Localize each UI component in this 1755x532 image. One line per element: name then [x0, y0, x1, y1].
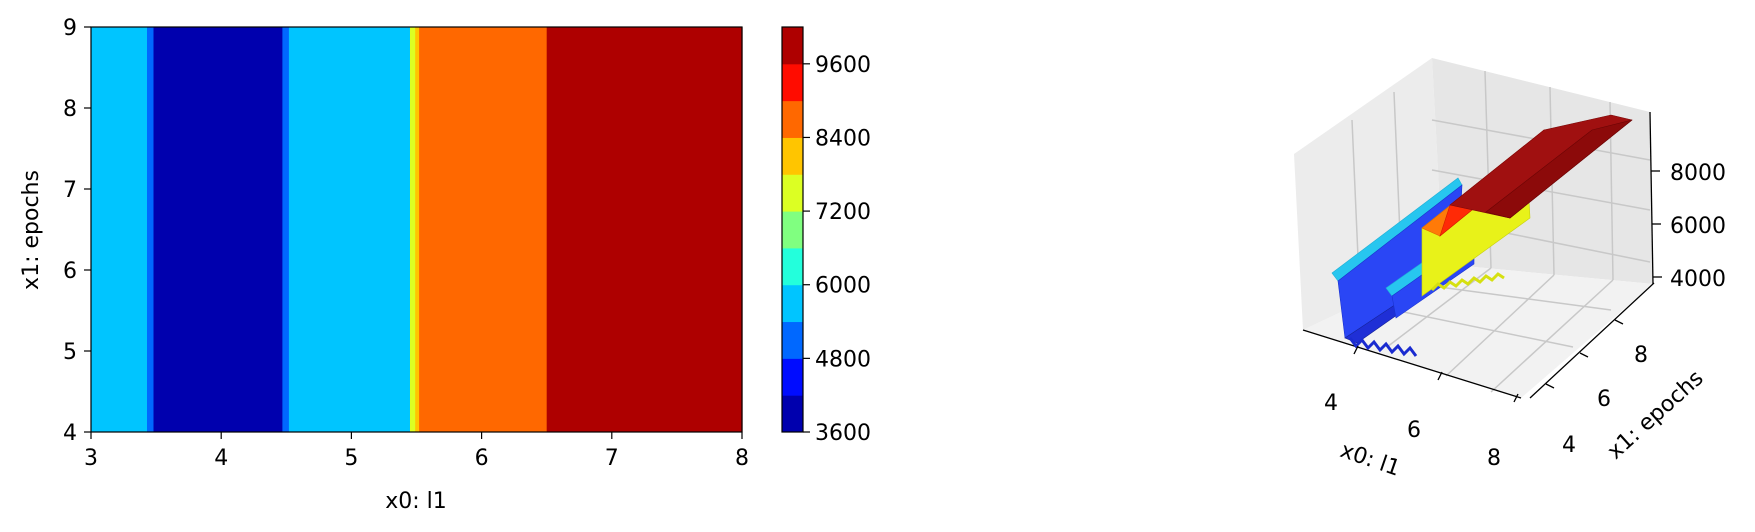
contour-band — [91, 27, 148, 432]
y-tick-label: 7 — [63, 178, 77, 203]
colorbar-level — [782, 358, 803, 396]
x-tick-label: 4 — [214, 446, 228, 471]
colorbar-level — [782, 174, 803, 212]
surface-z-ticks: 8000 6000 4000 — [1670, 161, 1726, 292]
contour-band — [419, 27, 548, 432]
surface-x-tick: 4 — [1324, 391, 1338, 416]
colorbar-level — [782, 27, 803, 65]
colorbar-tick-label: 4800 — [815, 347, 871, 372]
colorbar-tick-label: 7200 — [815, 200, 871, 225]
surface-y-tick: 6 — [1597, 387, 1611, 412]
colorbar-level — [782, 284, 803, 323]
contour-band — [546, 27, 557, 432]
contour-y-label: x1: epochs — [19, 170, 44, 290]
colorbar-frame — [781, 26, 804, 433]
y-tick-label: 4 — [63, 421, 77, 446]
surface-x-label: x0: l1 — [1337, 438, 1403, 482]
x-tick-label: 7 — [605, 446, 619, 471]
contour-band — [409, 27, 416, 432]
colorbar: 3600 4800 6000 7200 8400 9600 — [781, 26, 871, 446]
y-tick-label: 6 — [63, 259, 77, 284]
colorbar-tick-label: 3600 — [815, 421, 871, 446]
x-tick-label: 6 — [475, 446, 489, 471]
colorbar-levels — [782, 27, 803, 433]
contour-band — [282, 27, 290, 432]
surface-y-label: x1: epochs — [1603, 366, 1709, 465]
colorbar-level — [782, 63, 803, 102]
surface-z-tick: 6000 — [1670, 214, 1726, 239]
contour-x-ticks: 3 4 5 6 7 8 — [84, 432, 749, 471]
colorbar-level — [782, 321, 803, 359]
surface-axes — [1302, 111, 1655, 399]
surface-z-tick: 8000 — [1670, 161, 1726, 186]
colorbar-ticks: 3600 4800 6000 7200 8400 9600 — [803, 53, 871, 446]
surface-y-tick: 8 — [1634, 343, 1648, 368]
surface-y-tick: 4 — [1562, 433, 1576, 458]
surface-x-tick: 8 — [1487, 446, 1501, 471]
surface-tick-marks — [1353, 170, 1662, 403]
contour-band — [288, 27, 411, 432]
x-tick-label: 8 — [735, 446, 749, 471]
contour-x-label: x0: l1 — [385, 489, 447, 514]
y-tick-label: 5 — [63, 340, 77, 365]
colorbar-level — [782, 211, 803, 249]
contour-band — [146, 27, 155, 432]
y-tick-label: 9 — [63, 16, 77, 41]
colorbar-level — [782, 395, 803, 433]
contour-band — [555, 27, 743, 432]
surface-3d-plot: 4 6 8 4 6 8 8000 6000 4000 x0: l1 x1: ep… — [1294, 58, 1726, 482]
colorbar-level — [782, 137, 803, 175]
colorbar-tick-label: 8400 — [815, 126, 871, 151]
surface-x-ticks: 4 6 8 — [1324, 391, 1501, 471]
colorbar-level — [782, 100, 803, 138]
x-tick-label: 3 — [84, 446, 98, 471]
contour-band — [415, 27, 420, 432]
surface-y-ticks: 4 6 8 — [1562, 343, 1648, 458]
contour-frame — [90, 26, 743, 433]
surface-z-tick: 4000 — [1670, 267, 1726, 292]
y-tick-label: 8 — [63, 97, 77, 122]
colorbar-level — [782, 247, 803, 286]
contour-bands — [91, 27, 743, 432]
contour-band — [153, 27, 283, 432]
surface-x-tick: 6 — [1407, 418, 1421, 443]
contour-y-ticks: 4 5 6 7 8 9 — [63, 16, 91, 446]
colorbar-tick-label: 6000 — [815, 274, 871, 299]
surface-mesh — [1331, 114, 1633, 357]
x-tick-label: 5 — [344, 446, 358, 471]
colorbar-tick-label: 9600 — [815, 53, 871, 78]
